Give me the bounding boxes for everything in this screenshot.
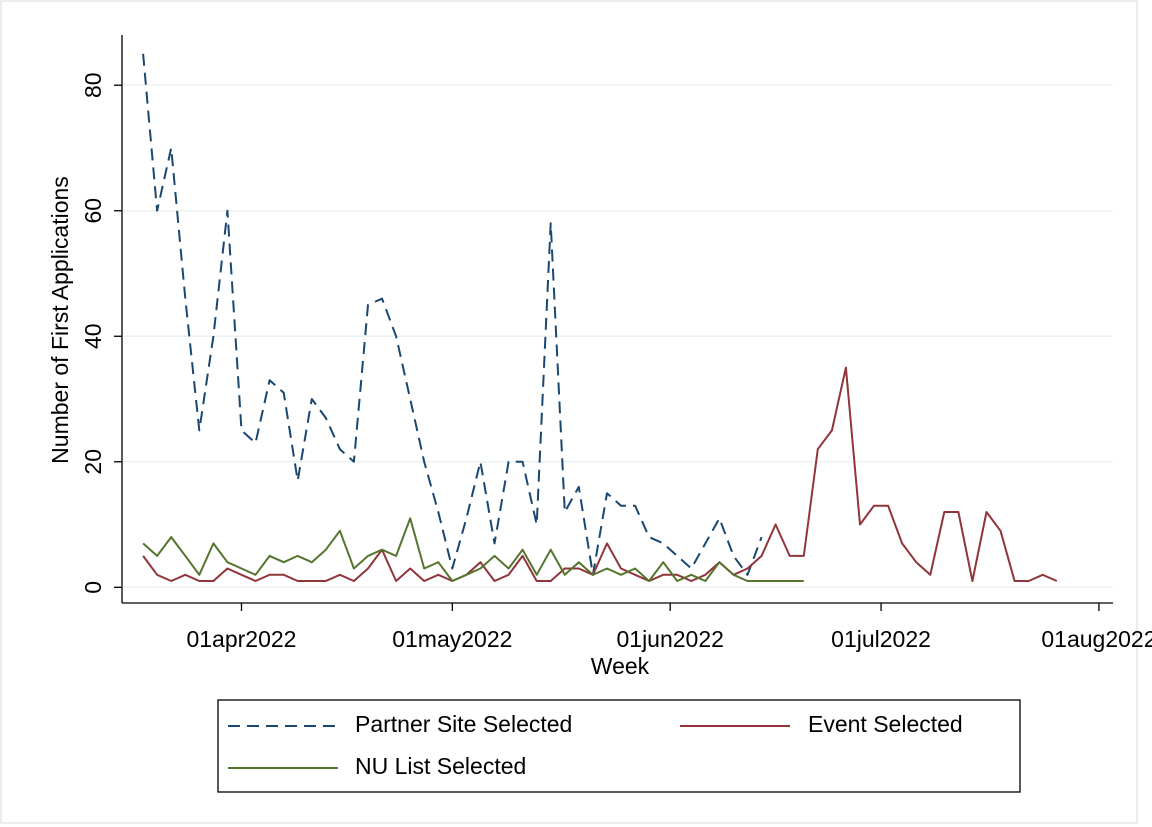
- y-tick-label: 20: [80, 449, 106, 475]
- x-tick-label: 01jul2022: [831, 626, 931, 652]
- y-tick-label: 60: [80, 198, 106, 224]
- legend-label: NU List Selected: [355, 753, 526, 779]
- legend-label: Event Selected: [808, 711, 963, 737]
- y-axis-title: Number of First Applications: [47, 176, 73, 464]
- y-tick-label: 80: [80, 72, 106, 98]
- x-tick-label: 01aug2022: [1041, 626, 1152, 652]
- series-line: [142, 53, 763, 576]
- x-tick-label: 01jun2022: [616, 626, 723, 652]
- series-line: [142, 517, 804, 582]
- legend-label: Partner Site Selected: [355, 711, 572, 737]
- series-line: [142, 366, 1058, 582]
- y-tick-label: 0: [80, 581, 106, 594]
- legend-box: [217, 699, 1021, 793]
- x-tick-label: 01apr2022: [186, 626, 296, 652]
- x-tick-label: 01may2022: [392, 626, 512, 652]
- y-tick-label: 40: [80, 323, 106, 349]
- x-axis-title: Week: [591, 653, 650, 679]
